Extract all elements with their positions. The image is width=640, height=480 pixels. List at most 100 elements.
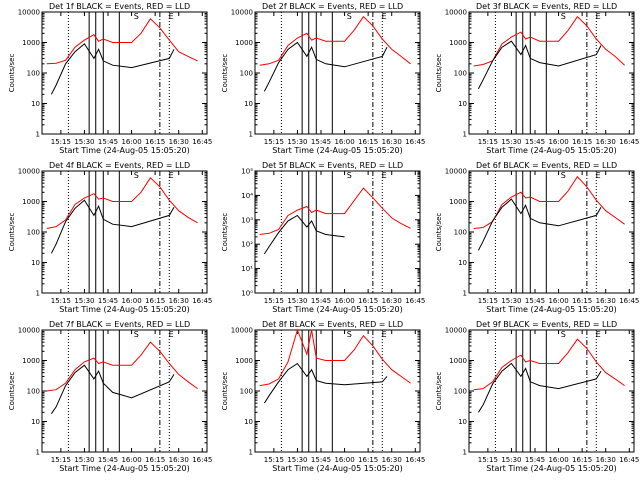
y-tick-label: 100 bbox=[240, 388, 253, 396]
panel-det-1: 15:15 15:30 15:45 16:00 16:15 16:30 16:45 1 10 10… bbox=[8, 2, 212, 155]
marker-end: E bbox=[169, 171, 174, 180]
x-tick-label: 16:30 bbox=[596, 456, 616, 464]
y-axis-label: Counts/sec bbox=[8, 372, 16, 411]
y-tick-label: 10000 bbox=[18, 168, 40, 176]
x-tick-label: 16:30 bbox=[382, 297, 402, 305]
y-tick-label: 10⁵ bbox=[241, 168, 253, 176]
x-tick-label: 15:30 bbox=[74, 297, 94, 305]
marker-end: E bbox=[596, 330, 601, 339]
x-tick-label: 16:15 bbox=[572, 456, 592, 464]
x-tick-label: 15:30 bbox=[74, 138, 94, 146]
x-tick-label: 16:00 bbox=[334, 297, 354, 305]
marker-end: E bbox=[169, 12, 174, 21]
x-axis-label: Start Time (24-Aug-05 15:05:20) bbox=[59, 146, 190, 155]
y-tick-label: 1000 bbox=[235, 357, 253, 365]
y-tick-label: 1000 bbox=[235, 39, 253, 47]
y-axis-label: Counts/sec bbox=[221, 54, 229, 93]
x-tick-label: 16:15 bbox=[145, 138, 165, 146]
y-tick-label: 1000 bbox=[449, 39, 467, 47]
x-tick-label: 16:15 bbox=[358, 456, 378, 464]
x-tick-label: 15:30 bbox=[501, 138, 521, 146]
series-events-line bbox=[50, 43, 175, 95]
x-tick-label: 15:45 bbox=[525, 138, 545, 146]
x-axis-label: Start Time (24-Aug-05 15:05:20) bbox=[486, 146, 617, 155]
x-tick-label: 15:15 bbox=[51, 138, 71, 146]
y-tick-label: 1000 bbox=[22, 198, 40, 206]
panel-title: Det 6f BLACK = Events, RED = LLD bbox=[476, 161, 617, 170]
x-tick-label: 16:45 bbox=[619, 138, 639, 146]
y-tick-label: 10000 bbox=[445, 327, 467, 335]
x-tick-label: 15:45 bbox=[311, 297, 331, 305]
x-tick-label: 15:15 bbox=[478, 297, 498, 305]
series-lld-line bbox=[46, 341, 198, 392]
plot-frame bbox=[254, 11, 421, 135]
x-tick-label: 16:30 bbox=[596, 297, 616, 305]
y-tick-label: 1 bbox=[463, 449, 467, 457]
series-lld-line bbox=[259, 15, 411, 66]
y-axis-label: Counts/sec bbox=[221, 213, 229, 252]
y-axis-label: Counts/sec bbox=[8, 213, 16, 252]
marker-end: E bbox=[169, 330, 174, 339]
y-tick-label: 100 bbox=[454, 229, 467, 237]
panel-title: Det 5f BLACK = Events, RED = LLD bbox=[262, 161, 403, 170]
x-tick-label: 16:00 bbox=[121, 138, 141, 146]
x-tick-label: 15:15 bbox=[264, 456, 284, 464]
y-tick-label: 10 bbox=[244, 100, 253, 108]
y-tick-label: 100 bbox=[454, 70, 467, 78]
series-events-line bbox=[477, 198, 602, 251]
x-tick-label: 16:45 bbox=[192, 138, 212, 146]
y-axis-label: Counts/sec bbox=[8, 54, 16, 93]
plot-frame bbox=[254, 329, 421, 453]
y-tick-label: 10 bbox=[458, 418, 467, 426]
y-tick-label: 10000 bbox=[231, 327, 253, 335]
series-lld-line bbox=[473, 175, 625, 229]
x-tick-label: 15:30 bbox=[501, 297, 521, 305]
marker-start: S bbox=[347, 330, 352, 339]
y-tick-label: 10³ bbox=[241, 216, 253, 224]
x-tick-label: 16:45 bbox=[619, 456, 639, 464]
x-axis-label: Start Time (24-Aug-05 15:05:20) bbox=[272, 305, 403, 314]
x-tick-label: 16:30 bbox=[169, 456, 189, 464]
panel-det-4: 15:15 15:30 15:45 16:00 16:15 16:30 16:45 1 10 10… bbox=[8, 161, 212, 314]
plot-frame bbox=[468, 329, 635, 453]
marker-end: E bbox=[596, 12, 601, 21]
series-lld-line bbox=[473, 338, 625, 391]
x-tick-label: 16:30 bbox=[169, 138, 189, 146]
plot-frame bbox=[254, 170, 421, 294]
marker-end: E bbox=[382, 12, 387, 21]
x-tick-label: 16:00 bbox=[121, 456, 141, 464]
x-tick-label: 16:15 bbox=[572, 138, 592, 146]
x-tick-label: 16:00 bbox=[548, 138, 568, 146]
y-axis-label: Counts/sec bbox=[435, 372, 443, 411]
x-tick-label: 16:00 bbox=[121, 297, 141, 305]
marker-end: E bbox=[596, 171, 601, 180]
x-tick-label: 15:30 bbox=[287, 456, 307, 464]
marker-start: S bbox=[134, 330, 139, 339]
x-tick-label: 16:15 bbox=[358, 138, 378, 146]
y-tick-label: 100 bbox=[27, 70, 40, 78]
marker-end: E bbox=[382, 330, 387, 339]
panel-det-6: 15:15 15:30 15:45 16:00 16:15 16:30 16:45 1 10 10… bbox=[435, 161, 639, 314]
marker-start: S bbox=[561, 330, 566, 339]
panel-det-8: 15:15 15:30 15:45 16:00 16:15 16:30 16:45 1 10 10… bbox=[221, 320, 425, 473]
x-tick-label: 15:30 bbox=[501, 456, 521, 464]
y-tick-label: 100 bbox=[454, 388, 467, 396]
y-tick-label: 10 bbox=[244, 418, 253, 426]
panel-title: Det 3f BLACK = Events, RED = LLD bbox=[476, 2, 617, 11]
y-tick-label: 100 bbox=[240, 70, 253, 78]
x-tick-label: 16:15 bbox=[145, 456, 165, 464]
x-tick-label: 16:45 bbox=[405, 297, 425, 305]
x-tick-label: 16:30 bbox=[382, 138, 402, 146]
series-lld-line bbox=[46, 177, 198, 229]
marker-start: S bbox=[347, 171, 352, 180]
x-tick-label: 15:45 bbox=[98, 456, 118, 464]
y-tick-label: 1000 bbox=[449, 198, 467, 206]
x-axis-label: Start Time (24-Aug-05 15:05:20) bbox=[486, 305, 617, 314]
panel-title: Det 2f BLACK = Events, RED = LLD bbox=[262, 2, 403, 11]
y-tick-label: 10⁴ bbox=[241, 192, 253, 200]
y-tick-label: 100 bbox=[27, 229, 40, 237]
panel-title: Det 4f BLACK = Events, RED = LLD bbox=[49, 161, 190, 170]
x-tick-label: 15:15 bbox=[51, 297, 71, 305]
x-tick-label: 16:30 bbox=[382, 456, 402, 464]
x-axis-label: Start Time (24-Aug-05 15:05:20) bbox=[59, 305, 190, 314]
